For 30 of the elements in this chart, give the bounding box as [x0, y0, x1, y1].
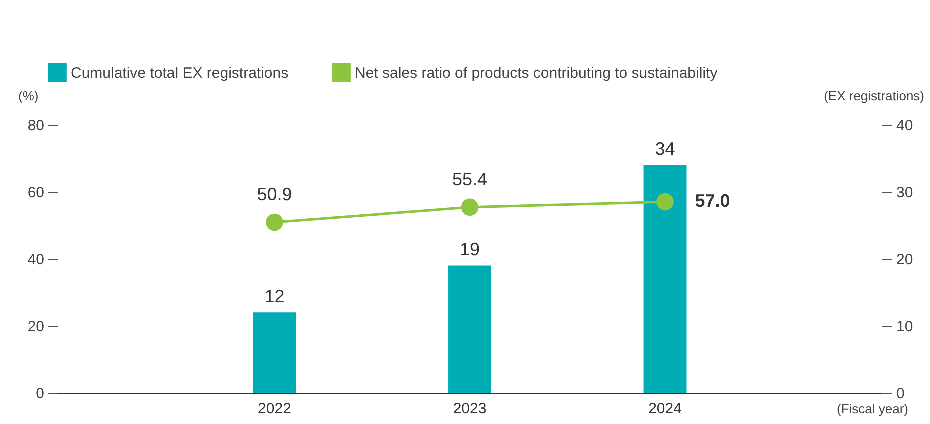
- data-label: 12: [264, 286, 285, 307]
- point: [656, 193, 674, 211]
- x-tick-label: 2023: [453, 400, 487, 418]
- bar: [253, 312, 296, 393]
- bar: [644, 165, 687, 393]
- y2-axis-title: (EX registrations): [824, 88, 924, 104]
- y-tick-label: 20: [28, 318, 44, 336]
- data-label: 57.0: [695, 191, 730, 212]
- legend-label: Cumulative total EX registrations: [71, 64, 289, 82]
- legend-label: Net sales ratio of products contributing to sustainability: [355, 64, 718, 82]
- data-label: 34: [655, 139, 676, 160]
- data-label: 50.9: [257, 184, 292, 204]
- y2-tick-label: 20: [896, 252, 914, 268]
- y-axis-title: (%): [18, 88, 39, 104]
- x-axis-title: (Fiscal year): [836, 402, 908, 416]
- data-label: 55.4: [452, 169, 488, 190]
- x-tick-label: 2024: [648, 400, 682, 418]
- y-tick-label: 0: [36, 386, 44, 402]
- y-tick-label: 80: [28, 118, 44, 134]
- y2-tick-label: 0: [896, 386, 905, 402]
- y2-tick-label: 30: [896, 184, 914, 202]
- x-tick-label: 2022: [258, 400, 292, 418]
- data-label: 19: [460, 240, 480, 260]
- y-tick-label: 40: [28, 252, 44, 268]
- y2-tick-label: 10: [896, 318, 914, 336]
- point: [461, 198, 479, 216]
- y2-tick-label: 40: [896, 118, 914, 134]
- point: [266, 214, 284, 232]
- y-tick-label: 60: [28, 184, 44, 202]
- bar: [448, 266, 492, 393]
